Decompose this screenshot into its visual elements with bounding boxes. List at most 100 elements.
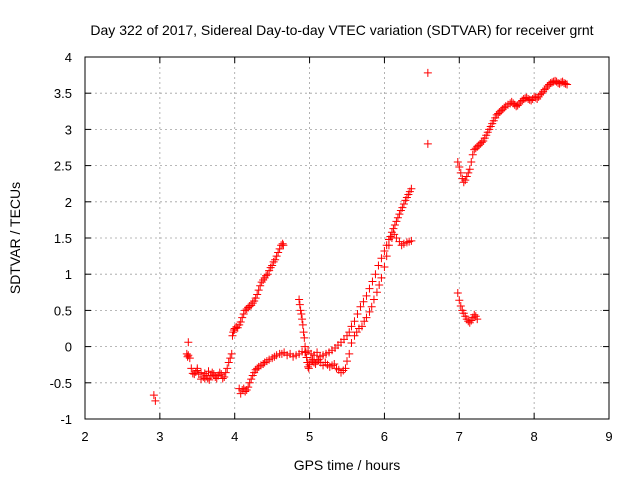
data-point — [384, 241, 393, 250]
data-point — [247, 375, 256, 384]
data-point — [304, 364, 313, 373]
data-point — [393, 213, 402, 222]
x-axis-title: GPS time / hours — [294, 457, 401, 473]
data-point — [380, 247, 389, 256]
y-axis-title: SDTVAR / TECUs — [7, 182, 23, 294]
data-point — [236, 389, 245, 398]
y-tick-label: 1.5 — [54, 231, 72, 246]
y-tick-label: -1 — [60, 412, 72, 427]
data-point — [465, 165, 474, 174]
x-tick-label: 8 — [531, 429, 538, 444]
data-point — [268, 261, 277, 270]
data-point — [262, 271, 271, 280]
data-point — [392, 217, 401, 226]
data-point — [295, 295, 304, 304]
x-tick-label: 7 — [456, 429, 463, 444]
data-point — [241, 387, 250, 396]
data-point — [398, 203, 407, 212]
data-point — [298, 320, 307, 329]
data-point — [184, 338, 193, 347]
data-point — [151, 396, 160, 405]
data-point — [456, 168, 465, 177]
data-point — [244, 383, 253, 392]
data-point — [204, 367, 213, 376]
data-point — [368, 277, 377, 286]
data-point — [473, 315, 482, 324]
data-point — [275, 244, 284, 253]
data-point — [224, 358, 233, 367]
data-point — [453, 289, 462, 298]
data-point — [345, 328, 354, 337]
data-point — [468, 150, 477, 159]
y-tick-label: 0 — [65, 340, 72, 355]
data-point — [365, 284, 374, 293]
data-point — [295, 300, 304, 309]
data-point — [341, 364, 350, 373]
data-point — [369, 295, 378, 304]
x-tick-label: 9 — [605, 429, 612, 444]
y-tick-label: 2 — [65, 195, 72, 210]
data-point — [462, 172, 471, 181]
y-tick-label: 3.5 — [54, 86, 72, 101]
data-point — [220, 373, 229, 382]
data-point — [407, 236, 416, 245]
y-tick-label: 2.5 — [54, 159, 72, 174]
data-point — [352, 328, 361, 337]
data-point — [323, 360, 332, 369]
data-point — [299, 328, 308, 337]
data-point — [390, 230, 399, 239]
data-point — [245, 378, 254, 387]
data-point — [455, 163, 464, 172]
data-point — [390, 220, 399, 229]
y-tick-label: -0.5 — [50, 376, 72, 391]
x-tick-label: 6 — [381, 429, 388, 444]
data-point — [464, 168, 473, 177]
x-tick-label: 4 — [231, 429, 238, 444]
data-point — [301, 348, 310, 357]
axis-ticks — [84, 56, 610, 420]
data-point — [563, 80, 572, 89]
data-point — [353, 310, 362, 319]
data-point — [256, 281, 265, 290]
y-tick-label: 1 — [65, 267, 72, 282]
data-point — [377, 273, 386, 282]
data-point — [561, 79, 570, 88]
chart-title: Day 322 of 2017, Sidereal Day-to-day VTE… — [90, 22, 593, 38]
data-point — [228, 331, 237, 340]
data-point — [375, 281, 384, 290]
data-point — [461, 176, 470, 185]
data-point — [223, 364, 232, 373]
data-point — [470, 310, 479, 319]
data-point — [254, 286, 263, 295]
data-point — [185, 354, 194, 363]
data-point — [274, 248, 283, 257]
data-point — [372, 288, 381, 297]
y-tick-label: 4 — [65, 50, 72, 65]
data-point — [218, 374, 227, 383]
data-point — [423, 68, 432, 77]
data-point — [423, 139, 432, 148]
data-point — [362, 313, 371, 322]
data-point — [298, 315, 307, 324]
data-point — [365, 307, 374, 316]
data-point — [277, 349, 286, 358]
data-point — [300, 333, 309, 342]
data-point — [345, 349, 354, 358]
data-point — [330, 359, 339, 368]
data-point — [263, 270, 272, 279]
data-point — [359, 297, 368, 306]
data-point — [395, 210, 404, 219]
data-point — [239, 310, 248, 319]
data-point — [367, 302, 376, 311]
data-point — [343, 357, 351, 366]
data-point — [197, 368, 206, 377]
data-points — [149, 68, 572, 405]
data-point — [456, 302, 465, 311]
data-point — [278, 239, 287, 248]
data-point — [389, 224, 398, 233]
data-point — [236, 317, 245, 326]
data-point — [477, 138, 486, 147]
data-point — [227, 349, 236, 358]
data-point — [149, 391, 158, 400]
x-tick-label: 3 — [156, 429, 163, 444]
